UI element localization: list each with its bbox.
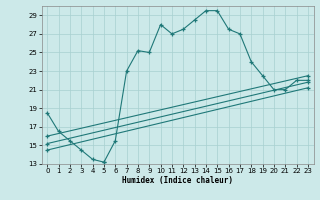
X-axis label: Humidex (Indice chaleur): Humidex (Indice chaleur) (122, 176, 233, 185)
